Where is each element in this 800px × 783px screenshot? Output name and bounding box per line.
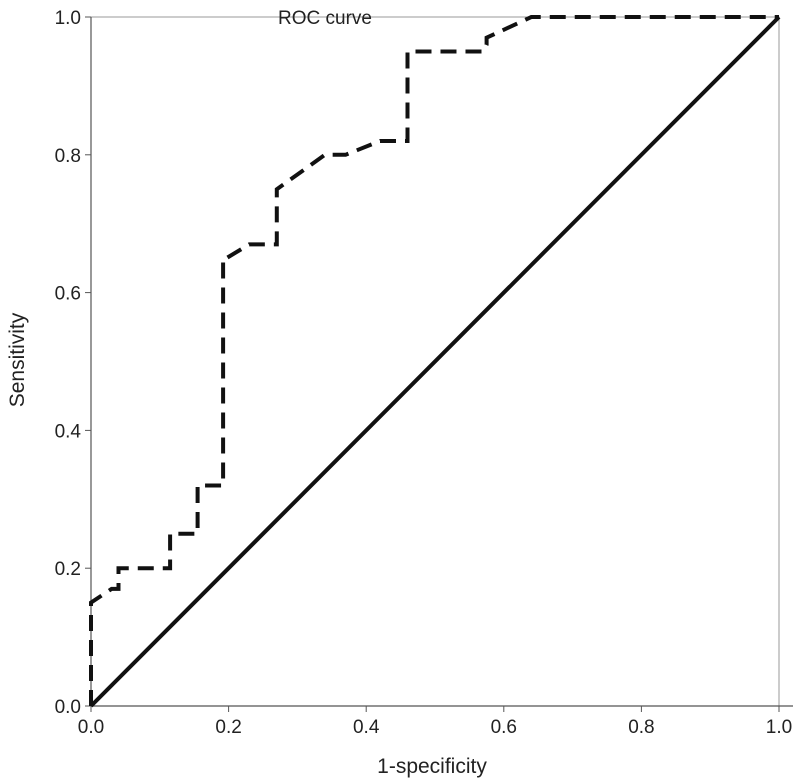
x-axis-title: 1-specificity — [377, 755, 487, 778]
reference-diagonal-line — [89, 15, 781, 708]
y-tick-label: 0.6 — [55, 284, 81, 305]
axes — [90, 16, 793, 707]
x-tick-label: 1.0 — [766, 717, 792, 738]
y-tick-label: 0.0 — [55, 697, 81, 718]
ticks: 0.0 0.2 0.4 0.6 0.8 1.0 0.0 0.2 0.4 0.6 0.8 1.0 — [55, 8, 793, 738]
x-tick-label: 0.4 — [353, 717, 380, 738]
x-tick-label: 0.6 — [491, 717, 517, 738]
series-layer — [89, 15, 781, 708]
y-tick-label: 0.2 — [55, 559, 81, 580]
x-tick-label: 0.2 — [215, 717, 241, 738]
x-tick-label: 0.8 — [628, 717, 654, 738]
roc-curve-line — [89, 15, 779, 706]
chart-title: ROC curve — [278, 8, 372, 29]
y-tick-label: 0.4 — [55, 421, 82, 442]
x-tick-label: 0.0 — [78, 717, 104, 738]
y-tick-label: 0.8 — [55, 146, 81, 167]
y-tick-label: 1.0 — [55, 8, 81, 29]
y-axis-title: Sensitivity — [6, 312, 29, 407]
